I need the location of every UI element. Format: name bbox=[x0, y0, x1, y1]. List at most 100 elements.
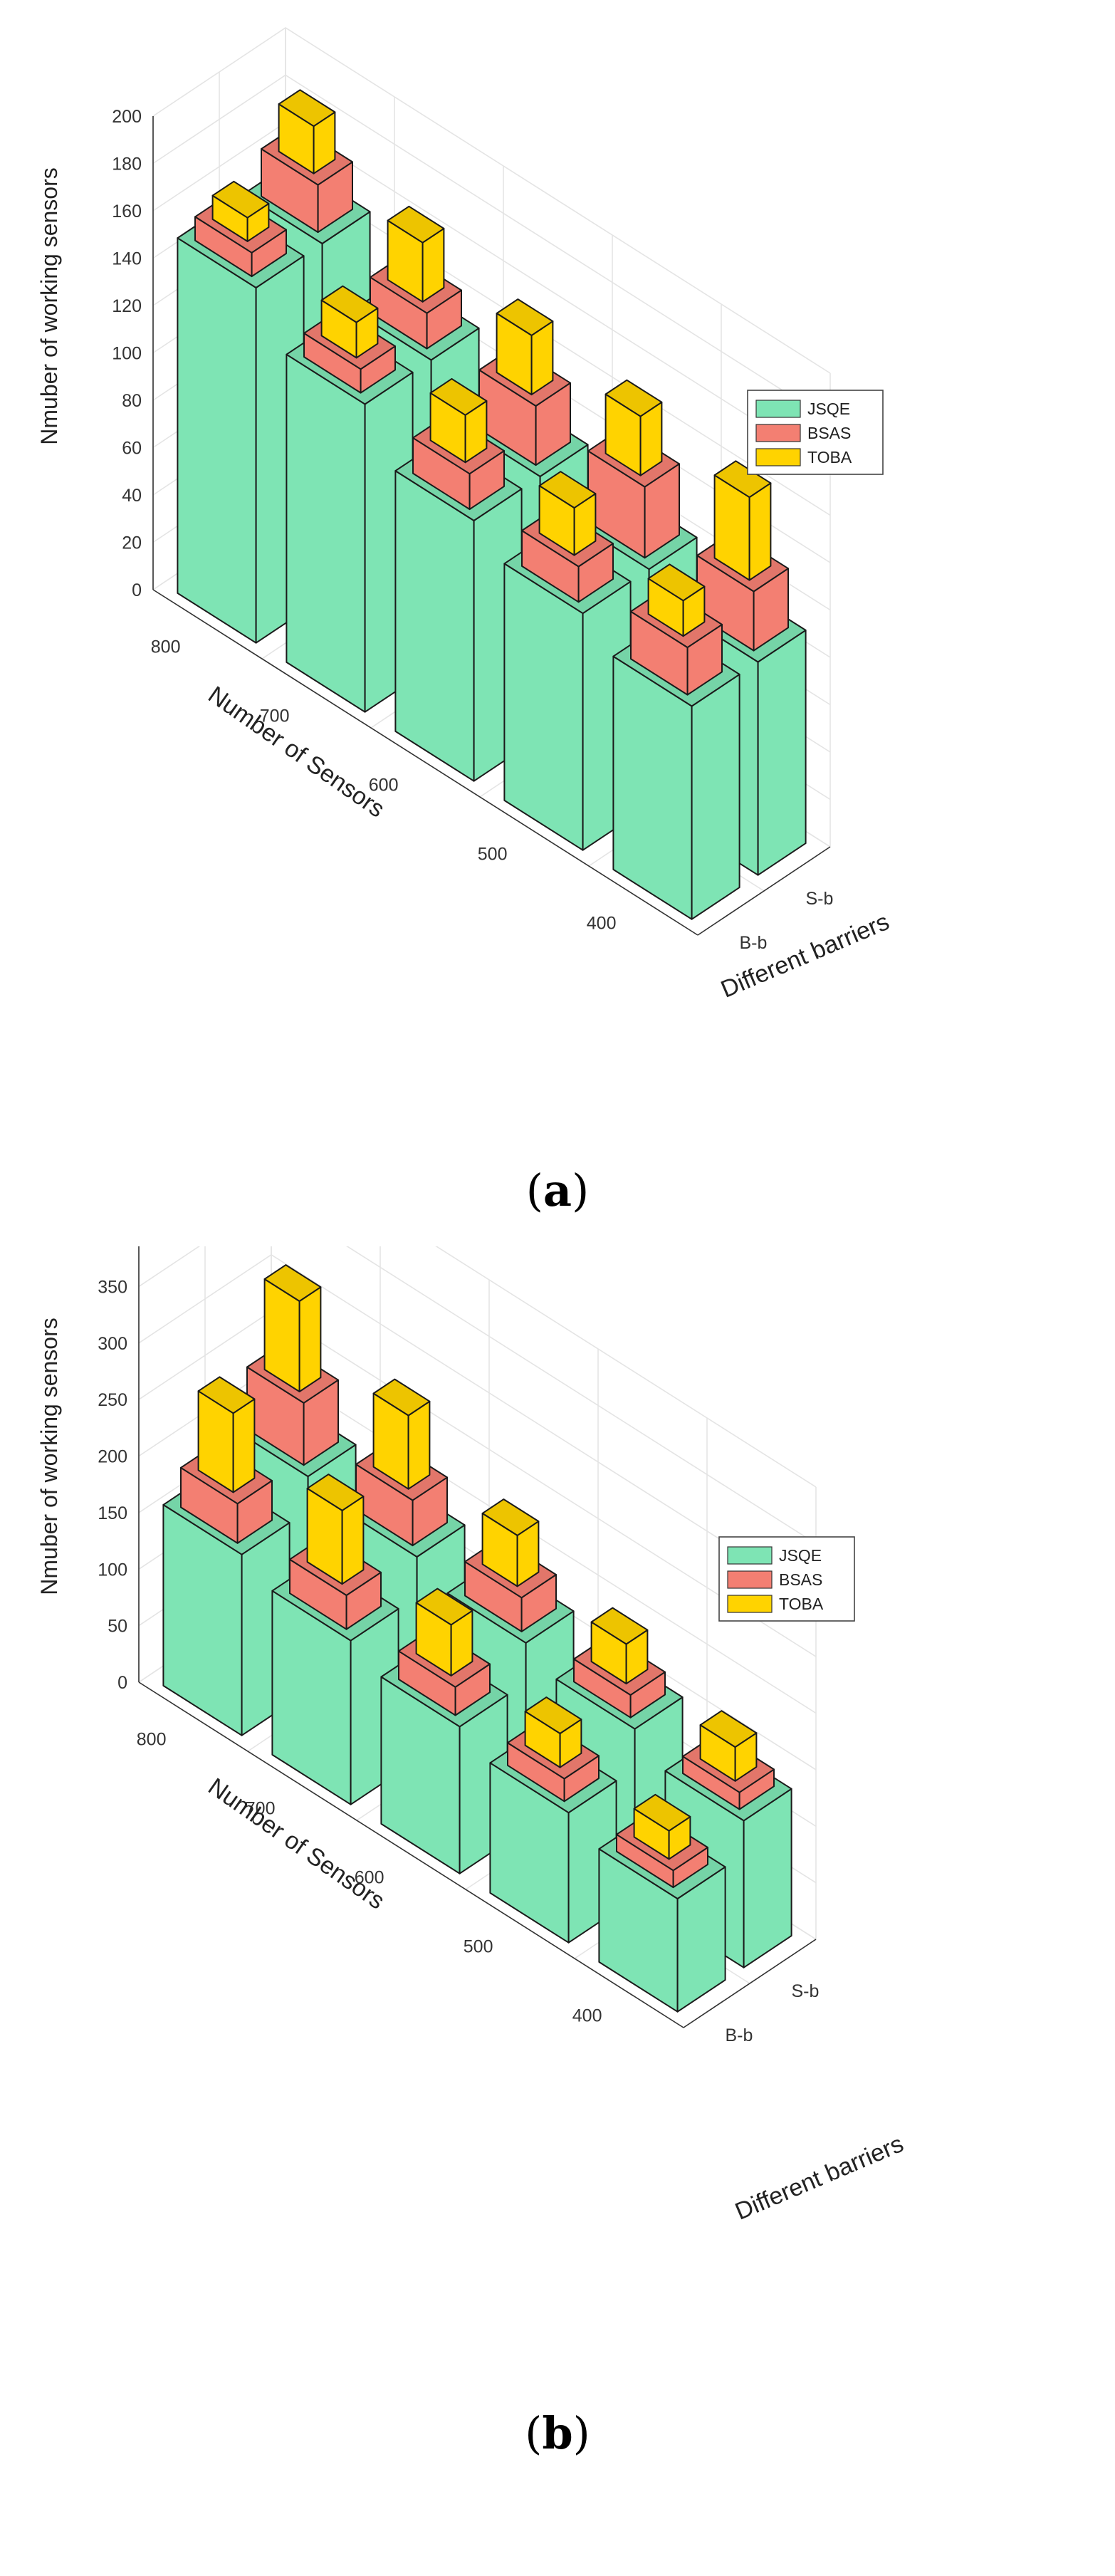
z-tick-label: 80 bbox=[122, 391, 142, 411]
bar-segment-toba-top bbox=[387, 205, 445, 244]
axis-barriers bbox=[683, 1939, 817, 2028]
bar-segment-toba-side bbox=[407, 1400, 431, 1490]
barrier-tick-label: B-b bbox=[740, 933, 768, 953]
legend-swatch-jsqe bbox=[727, 1546, 773, 1565]
bar-segment-toba-top bbox=[211, 180, 270, 219]
sensor-tick-label: 400 bbox=[587, 914, 617, 934]
legend-label-toba: TOBA bbox=[779, 1595, 824, 1613]
barriers-axis-title: Different barriers bbox=[731, 2130, 907, 2226]
chart-panel-b: 0 50 100 150 200 250 300 350 400800 700 600 500 400 B… bbox=[0, 1141, 1115, 2493]
z-axis-title: Nmuber of working sensors bbox=[36, 1318, 62, 1595]
bar-segment-toba-top bbox=[604, 379, 663, 417]
z-tick-label: 20 bbox=[122, 533, 142, 553]
bar-stack bbox=[612, 563, 740, 920]
legend-swatch-bsas bbox=[727, 1570, 773, 1589]
legend-swatch-jsqe bbox=[755, 400, 801, 418]
z-tick-label: 300 bbox=[98, 1334, 127, 1354]
barrier-tick-label: B-b bbox=[726, 2025, 753, 2045]
bar-segment-toba-top bbox=[524, 1696, 582, 1734]
bar-segment-toba-top bbox=[481, 1498, 540, 1536]
bar-segment-toba-top bbox=[633, 1793, 691, 1832]
bar-segment-toba-top bbox=[278, 89, 336, 127]
z-tick-label: 150 bbox=[98, 1503, 127, 1523]
barrier-tick-labels: B-b S-b bbox=[740, 889, 834, 953]
bar-stack bbox=[598, 1793, 726, 2013]
sensor-tick-label: 600 bbox=[369, 776, 399, 796]
z-tick-label: 200 bbox=[98, 1447, 127, 1467]
z-tick-label: 100 bbox=[98, 1560, 127, 1580]
z-tick-label: 50 bbox=[108, 1617, 127, 1637]
sensor-tick-label: 400 bbox=[572, 2006, 602, 2026]
bar-segment-toba-top bbox=[713, 460, 772, 499]
legend-label-bsas: BSAS bbox=[807, 424, 851, 442]
bar-segment-jsqe-side bbox=[691, 673, 740, 920]
sensor-tick-labels: 800 700 600 500 400 bbox=[151, 637, 617, 934]
bar-segment-toba-side bbox=[341, 1496, 365, 1585]
chart-panel-a: 0 20 40 60 80 100 120 140 160 180 200 800 700 600 500 4… bbox=[0, 0, 1115, 1246]
axes bbox=[138, 1230, 817, 2028]
bar-segment-toba-side bbox=[298, 1286, 322, 1392]
bar-stack bbox=[380, 1587, 508, 1874]
bar-segment-toba-top bbox=[429, 377, 488, 416]
z-tick-label: 160 bbox=[112, 202, 142, 221]
panel-b-label: b bbox=[542, 2407, 573, 2459]
barrier-tick-labels: B-b S-b bbox=[726, 1981, 820, 2045]
legend-label-bsas: BSAS bbox=[779, 1570, 822, 1589]
bar-segment-toba-top bbox=[320, 285, 379, 323]
sensor-tick-label: 700 bbox=[246, 1799, 276, 1819]
z-tick-label: 200 bbox=[112, 107, 142, 127]
sensor-tick-label: 500 bbox=[464, 1937, 493, 1957]
legend-swatch-bsas bbox=[755, 424, 801, 442]
legend-label-toba: TOBA bbox=[807, 448, 852, 466]
sensor-tick-label: 600 bbox=[355, 1868, 384, 1888]
bar-segment-jsqe-front bbox=[177, 237, 257, 644]
z-tick-label: 0 bbox=[132, 580, 142, 600]
z-tick-label: 350 bbox=[98, 1277, 127, 1297]
bar-stack bbox=[271, 1474, 399, 1805]
axis-sensors bbox=[138, 1681, 684, 2028]
axis-barriers bbox=[697, 846, 831, 936]
z-tick-label: 100 bbox=[112, 344, 142, 364]
bar-segment-toba-top bbox=[372, 1378, 431, 1417]
legend-swatch-toba bbox=[755, 448, 801, 466]
sensor-tick-label: 700 bbox=[260, 706, 290, 726]
z-axis-title: Nmuber of working sensors bbox=[36, 167, 62, 444]
sensor-tick-label: 800 bbox=[137, 1730, 167, 1750]
legend-swatch-toba bbox=[727, 1595, 773, 1613]
barrier-tick-label: S-b bbox=[806, 889, 834, 909]
bar-segment-toba-top bbox=[306, 1474, 365, 1511]
bar-segment-toba-side bbox=[232, 1398, 256, 1493]
bar-segment-toba-top bbox=[647, 563, 706, 602]
bar-stack bbox=[177, 180, 305, 644]
sensor-tick-label: 800 bbox=[151, 637, 181, 657]
bar-segment-toba-top bbox=[699, 1710, 758, 1748]
axes bbox=[152, 116, 831, 936]
panel-a-label: a bbox=[543, 1164, 572, 1216]
legend: JSQE BSAS TOBA bbox=[747, 390, 884, 475]
legend-label-jsqe: JSQE bbox=[807, 400, 850, 418]
z-tick-label: 180 bbox=[112, 155, 142, 174]
barriers-axis-title: Different barriers bbox=[717, 908, 893, 1003]
bar-segment-toba-top bbox=[538, 471, 597, 509]
z-tick-label: 250 bbox=[98, 1390, 127, 1410]
z-tick-labels: 0 20 40 60 80 100 120 140 160 180 200 bbox=[112, 107, 142, 600]
z-tick-label: 140 bbox=[112, 249, 142, 269]
bars bbox=[177, 89, 807, 920]
bar-segment-jsqe-side bbox=[757, 629, 807, 876]
panel-b-caption: (b) bbox=[525, 2407, 590, 2459]
bar-stack bbox=[286, 285, 414, 713]
axis-sensors bbox=[152, 589, 698, 936]
bar-segment-toba-top bbox=[496, 298, 554, 336]
bar-segment-jsqe-front bbox=[286, 353, 366, 713]
barrier-tick-label: S-b bbox=[792, 1981, 820, 2001]
z-tick-label: 40 bbox=[122, 486, 142, 506]
chart-a: 0 20 40 60 80 100 120 140 160 180 200 800 700 600 500 4… bbox=[36, 27, 893, 1003]
sensor-tick-label: 500 bbox=[478, 845, 508, 865]
chart-b: 0 50 100 150 200 250 300 350 400800 700 600 500 400 B… bbox=[36, 1141, 907, 2226]
panel-a-caption: (a) bbox=[525, 1164, 590, 1216]
z-tick-labels: 050100150200250300350400 bbox=[98, 1221, 127, 1693]
bar-segment-toba-side bbox=[748, 482, 772, 581]
bars bbox=[162, 1264, 792, 2013]
z-tick-label: 0 bbox=[117, 1673, 127, 1693]
sensor-tick-labels: 800 700 600 500 400 bbox=[137, 1730, 602, 2026]
